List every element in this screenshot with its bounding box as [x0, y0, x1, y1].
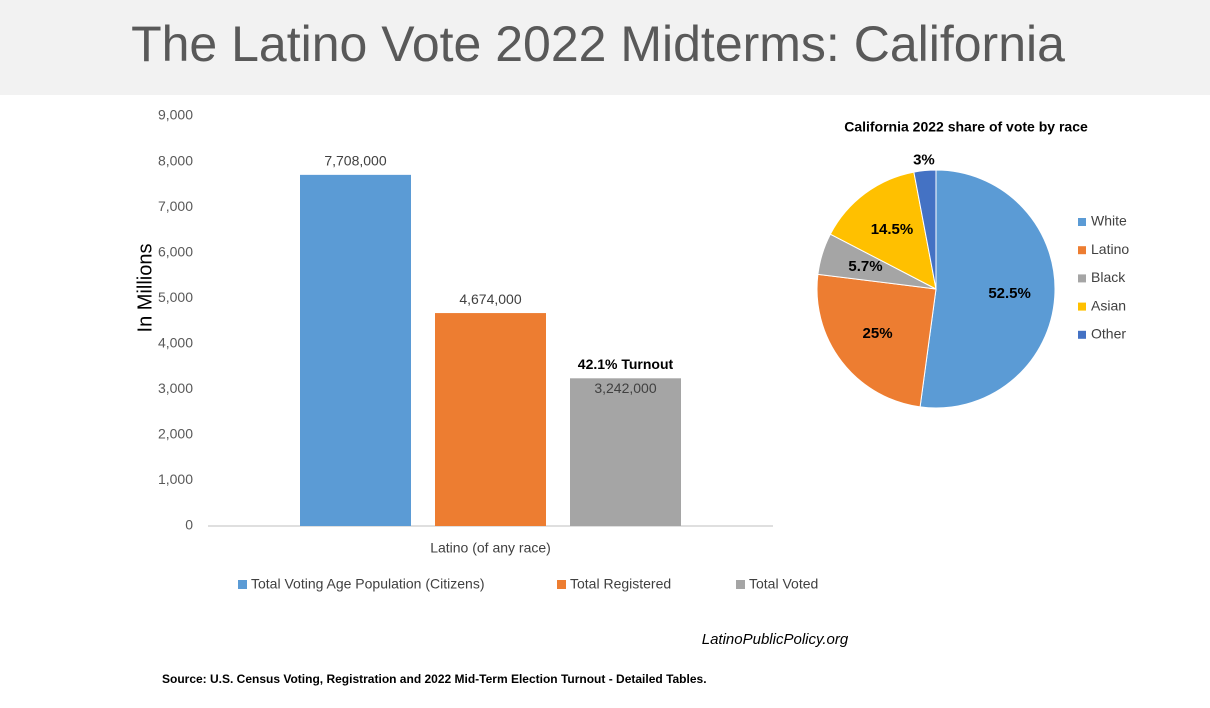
- pie-slice: [913, 169, 937, 290]
- data-label: 7,708,000: [324, 153, 386, 169]
- legend-label: Total Registered: [570, 576, 671, 592]
- y-axis-title: In Millions: [134, 244, 156, 333]
- y-tick-label: 8,000: [158, 152, 193, 168]
- data-label: 4,674,000: [459, 291, 521, 307]
- data-label: 3,242,000: [594, 380, 656, 396]
- legend-swatch: [1078, 274, 1086, 283]
- legend-swatch: [238, 580, 247, 589]
- pie-slice: [919, 169, 1056, 409]
- legend-label: Total Voted: [749, 576, 818, 592]
- x-tick-label: Latino (of any race): [430, 540, 551, 556]
- legend-label: Black: [1091, 269, 1126, 285]
- y-tick-label: 1,000: [158, 471, 193, 487]
- y-tick-label: 5,000: [158, 289, 193, 305]
- y-tick-label: 7,000: [158, 198, 193, 214]
- y-tick-label: 6,000: [158, 243, 193, 259]
- header-band: [0, 0, 1210, 95]
- slice-label: 3%: [913, 152, 935, 169]
- site-credit: LatinoPublicPolicy.org: [702, 631, 849, 648]
- slide-title: The Latino Vote 2022 Midterms: Californi…: [131, 16, 1065, 72]
- pie-title: California 2022 share of vote by race: [844, 119, 1088, 135]
- bar: [435, 313, 546, 526]
- legend-label: Asian: [1091, 297, 1126, 313]
- annotation: 42.1% Turnout: [578, 356, 674, 372]
- pie-slice: [829, 171, 937, 290]
- bar: [570, 378, 681, 526]
- y-tick-label: 9,000: [158, 107, 193, 123]
- slice-label: 5.7%: [848, 258, 882, 275]
- legend-swatch: [736, 580, 745, 589]
- source-note: Source: U.S. Census Voting, Registration…: [162, 672, 707, 686]
- y-tick-label: 2,000: [158, 426, 193, 442]
- legend-label: Total Voting Age Population (Citizens): [251, 576, 484, 592]
- slice-label: 52.5%: [988, 285, 1031, 302]
- legend-swatch: [1078, 330, 1086, 339]
- slice-label: 25%: [863, 325, 893, 342]
- y-tick-label: 3,000: [158, 380, 193, 396]
- bar: [300, 174, 411, 526]
- legend-swatch: [1078, 218, 1086, 226]
- legend-label: Latino: [1091, 241, 1129, 257]
- legend-label: Other: [1091, 326, 1126, 342]
- y-tick-label: 0: [185, 517, 193, 533]
- legend-swatch: [1078, 302, 1086, 311]
- legend-swatch: [1078, 246, 1086, 255]
- pie-slice: [816, 273, 937, 408]
- legend-swatch: [557, 580, 566, 589]
- legend-label: White: [1091, 213, 1127, 229]
- slice-label: 14.5%: [871, 221, 914, 238]
- y-tick-label: 4,000: [158, 334, 193, 350]
